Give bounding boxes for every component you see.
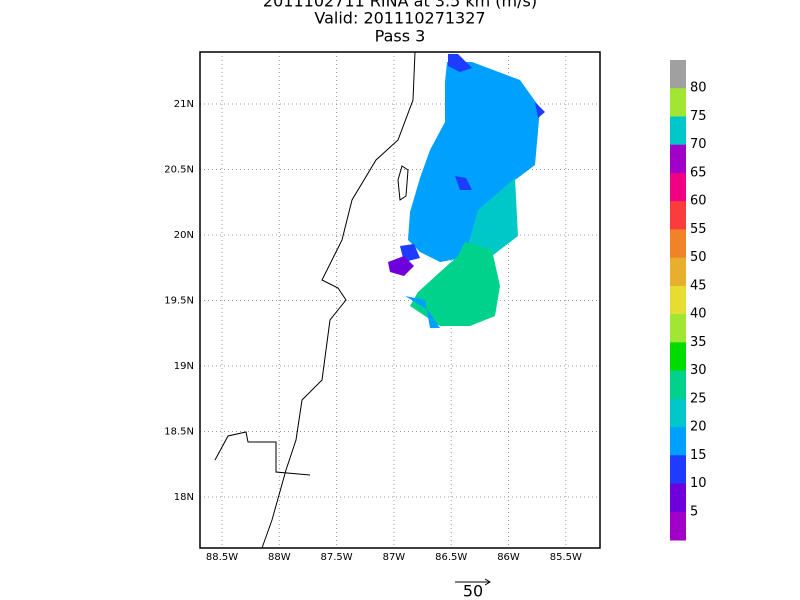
y-label: 20.5N xyxy=(164,165,194,176)
colorbar-box xyxy=(670,201,686,230)
wind-field xyxy=(388,54,545,328)
colorbar-box xyxy=(670,257,686,287)
vector-scale-head xyxy=(484,578,491,586)
y-label: 18N xyxy=(174,492,194,503)
x-label: 88W xyxy=(268,552,291,563)
colorbar-label: 20 xyxy=(690,420,707,435)
speed-region xyxy=(535,102,545,118)
speed-region xyxy=(465,178,518,256)
x-label: 87.5W xyxy=(321,552,353,563)
colorbar-box xyxy=(670,398,686,428)
colorbar-box xyxy=(670,172,686,202)
grid xyxy=(200,52,600,548)
speed-region xyxy=(448,54,472,72)
x-label: 86W xyxy=(497,552,520,563)
colorbar-box xyxy=(670,285,686,315)
border xyxy=(214,431,311,476)
colorbar-label: 45 xyxy=(690,278,707,293)
y-label: 20N xyxy=(174,230,194,241)
speed-region xyxy=(388,256,414,276)
colorbar-label: 15 xyxy=(690,448,707,463)
speed-region xyxy=(455,176,472,190)
colorbar-label: 30 xyxy=(690,363,707,378)
colorbar: 80 75 70 65 60 55 50 45 40 35 30 25 20 15 10 5 xyxy=(670,60,707,541)
x-label: 85.5W xyxy=(550,552,582,563)
colorbar-label: 75 xyxy=(690,109,707,124)
colorbar-label: 70 xyxy=(690,137,707,152)
colorbar-box xyxy=(670,370,686,400)
colorbar-box xyxy=(670,342,686,372)
colorbar-label: 50 xyxy=(690,250,707,265)
coastline xyxy=(214,51,416,549)
y-label: 19N xyxy=(174,361,194,372)
colorbar-box xyxy=(670,116,686,146)
subtitle: Pass 3 xyxy=(375,27,426,46)
colorbar-label: 40 xyxy=(690,307,707,322)
colorbar-label: 10 xyxy=(690,476,707,491)
colorbar-label: 25 xyxy=(690,391,707,406)
colorbar-label: 60 xyxy=(690,194,707,209)
colorbar-box xyxy=(670,88,686,117)
colorbar-box xyxy=(670,427,686,456)
y-label: 18.5N xyxy=(164,427,194,438)
speed-region xyxy=(410,242,500,326)
y-label: 21N xyxy=(174,99,194,110)
colorbar-label: 55 xyxy=(690,222,707,237)
x-label: 87W xyxy=(383,552,406,563)
colorbar-label: 80 xyxy=(690,81,707,96)
colorbar-label: 35 xyxy=(690,335,707,350)
colorbar-label: 65 xyxy=(690,165,707,180)
colorbar-box xyxy=(670,60,686,89)
speed-region xyxy=(405,296,440,328)
x-label: 86.5W xyxy=(435,552,467,563)
colorbar-box xyxy=(670,483,686,513)
colorbar-label: 5 xyxy=(690,504,698,519)
colorbar-box xyxy=(670,511,686,541)
colorbar-box xyxy=(670,455,686,485)
x-label: 88.5W xyxy=(206,552,238,563)
colorbar-box xyxy=(670,144,686,174)
coastline xyxy=(261,51,416,549)
map-frame xyxy=(199,51,601,549)
colorbar-box xyxy=(670,314,686,343)
subtitle: Valid: 201110271327 xyxy=(314,9,485,28)
y-label: 19.5N xyxy=(164,296,194,307)
island xyxy=(397,165,409,201)
vector-scale-label: 50 xyxy=(463,582,483,600)
title: 2011102711 RINA at 3.5 km (m/s) xyxy=(263,0,537,11)
colorbar-box xyxy=(670,229,686,259)
